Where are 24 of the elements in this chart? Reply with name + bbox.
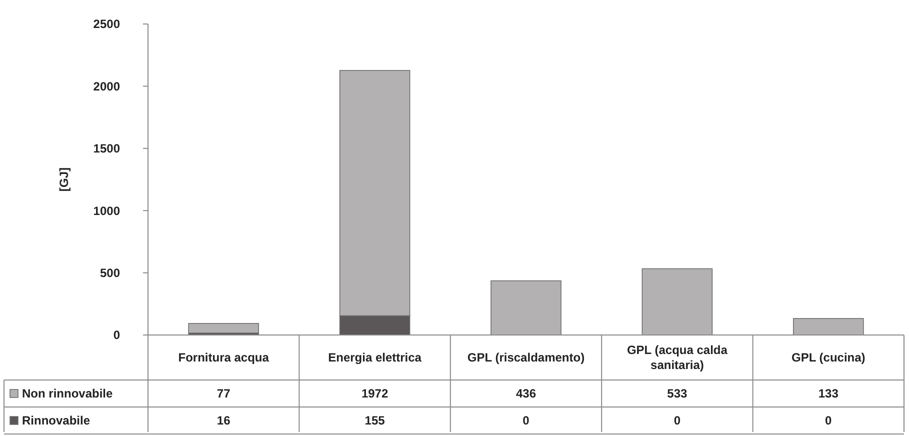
data-label: 16 [216, 414, 231, 428]
x-tick-label: GPL (cucina) [792, 350, 866, 365]
y-tick-label: 2000 [93, 79, 120, 94]
legend-label: Non rinnovabile [22, 386, 113, 401]
y-tick-label: 500 [100, 266, 120, 280]
y-tick-label: 0 [113, 328, 120, 342]
y-tick-label: 1000 [93, 204, 120, 218]
x-tick-label: GPL (riscaldamento) [467, 350, 585, 365]
y-axis-title: [GJ] [57, 167, 71, 192]
data-label: 533 [667, 386, 688, 401]
data-label: 436 [516, 386, 536, 401]
data-label: 77 [216, 386, 231, 401]
data-label: 0 [825, 414, 832, 428]
legend-label: Rinnovabile [22, 414, 90, 428]
y-tick-label: 1500 [93, 142, 120, 156]
y-tick-label: 2500 [93, 17, 120, 32]
data-label: 133 [818, 386, 839, 401]
data-label: 1972 [361, 386, 388, 401]
x-tick-label: Fornitura acqua [178, 350, 270, 365]
x-tick-label: GPL (acqua calda sanitaria) [626, 343, 728, 372]
data-label: 0 [522, 414, 530, 428]
x-tick-label: Energia elettrica [328, 350, 422, 365]
data-label: 155 [364, 414, 386, 428]
data-label: 0 [674, 414, 681, 428]
